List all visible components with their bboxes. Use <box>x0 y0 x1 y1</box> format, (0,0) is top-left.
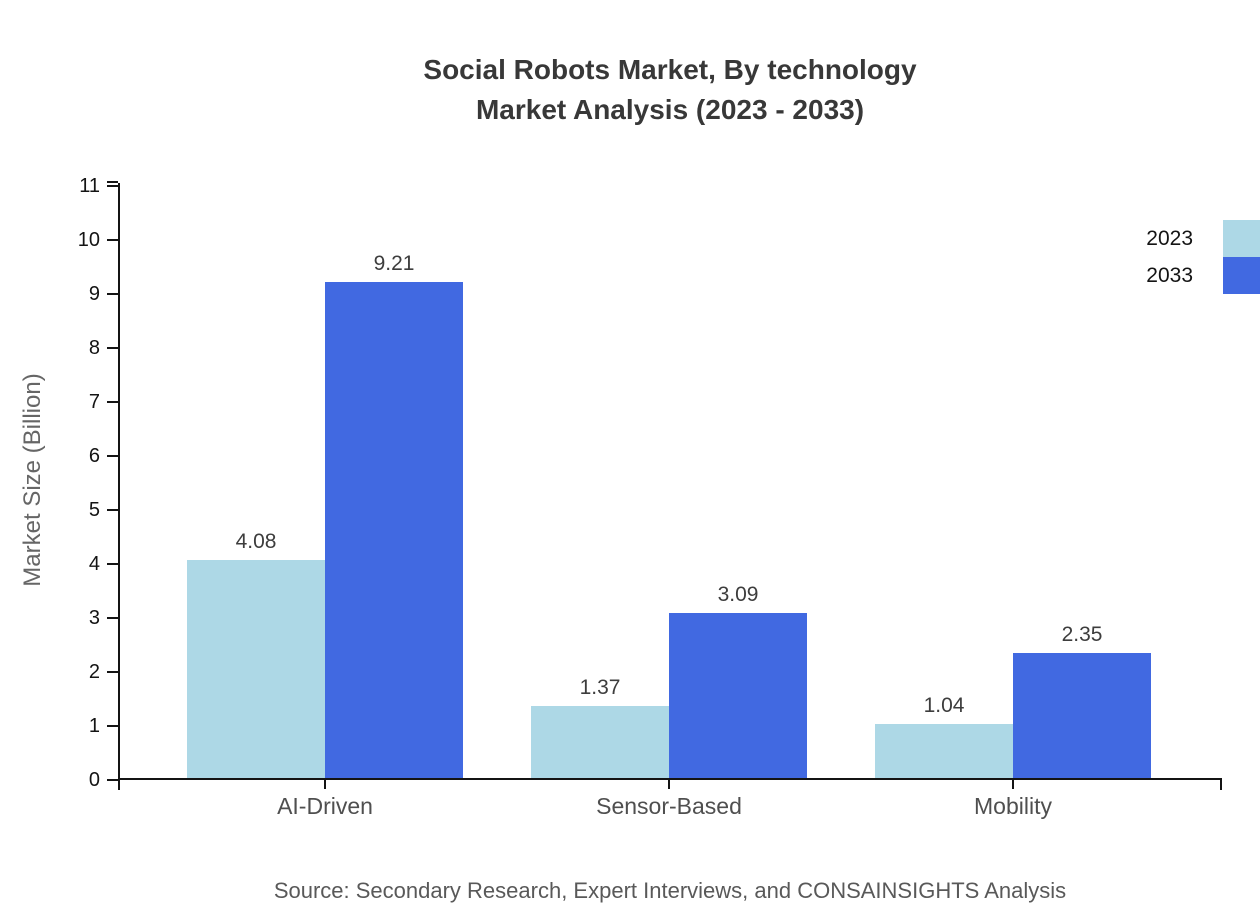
x-axis-tick <box>668 780 670 789</box>
y-axis-tick-label: 8 <box>88 336 100 359</box>
bar-value-label: 2.35 <box>1061 623 1103 647</box>
y-axis-tick <box>107 400 118 403</box>
y-axis-tick-label: 0 <box>88 769 100 791</box>
x-axis-tick <box>1012 780 1014 789</box>
bar-ai-driven-2023 <box>187 559 325 780</box>
legend-swatch-2033 <box>1223 257 1260 294</box>
y-axis-tick-label: 7 <box>88 390 100 413</box>
bar-ai-driven-2033 <box>325 282 463 780</box>
y-axis-tick-label: 11 <box>79 174 100 197</box>
y-axis-tick <box>107 346 118 349</box>
bar-sensor-based-2023 <box>531 705 669 780</box>
x-axis-category-label: Mobility <box>974 793 1052 819</box>
x-axis-outer-tick-right <box>1220 778 1222 790</box>
y-axis-tick <box>107 184 118 187</box>
legend-label: 2033 <box>1146 263 1193 287</box>
legend-row-2023: 2023 <box>1146 220 1260 257</box>
y-axis-tick <box>107 724 118 727</box>
y-axis-tick <box>107 508 118 511</box>
chart-title: Social Robots Market, By technology Mark… <box>118 50 1222 130</box>
plot-area: 4.08 9.21 AI-Driven 1.37 3.09 Sensor-Based 1.0… <box>78 175 1222 819</box>
y-axis-tick <box>107 238 118 241</box>
y-axis-title: Market Size (Billion) <box>19 373 46 587</box>
legend: 2023 2033 <box>1146 220 1260 294</box>
y-axis-tick <box>107 616 118 619</box>
y-axis-tick-label: 3 <box>88 606 100 629</box>
y-axis-tick-label: 9 <box>88 282 100 305</box>
y-axis-tick <box>107 454 118 457</box>
bar-value-label: 4.08 <box>235 529 277 553</box>
bar-value-label: 1.37 <box>579 675 621 699</box>
x-axis-outer-tick-left <box>118 778 120 790</box>
bar-value-label: 9.21 <box>373 252 415 276</box>
bar-mobility-2023 <box>875 723 1013 780</box>
y-axis-tick <box>107 562 118 565</box>
y-axis-tick <box>107 670 118 673</box>
y-axis-outer-tick <box>107 181 118 183</box>
x-axis-category-label: Sensor-Based <box>596 793 742 819</box>
bar-sensor-based-2033 <box>669 613 807 780</box>
legend-swatch-2023 <box>1223 220 1260 257</box>
y-axis-tick <box>107 292 118 295</box>
x-axis-tick <box>324 780 326 789</box>
source-note: Source: Secondary Research, Expert Inter… <box>273 878 1067 903</box>
y-axis-tick-label: 5 <box>88 498 100 521</box>
chart-title-line1: Social Robots Market, By technology <box>423 54 917 85</box>
x-axis-category-label: AI-Driven <box>277 793 373 819</box>
y-axis-tick-label: 4 <box>88 552 100 575</box>
y-axis-tick-label: 6 <box>88 444 100 467</box>
bar-value-label: 1.04 <box>923 693 965 717</box>
y-axis-tick-label: 2 <box>88 660 100 683</box>
bar-mobility-2033 <box>1013 653 1151 780</box>
y-axis-tick-label: 1 <box>88 714 100 737</box>
legend-row-2033: 2033 <box>1146 257 1260 294</box>
bar-value-label: 3.09 <box>717 583 759 607</box>
chart-title-line2: Market Analysis (2023 - 2033) <box>475 94 865 125</box>
y-axis-tick-label: 10 <box>77 228 100 251</box>
y-axis-line <box>118 183 120 780</box>
y-axis-tick <box>107 779 118 781</box>
x-axis-line <box>118 778 1222 780</box>
legend-label: 2023 <box>1146 226 1193 250</box>
